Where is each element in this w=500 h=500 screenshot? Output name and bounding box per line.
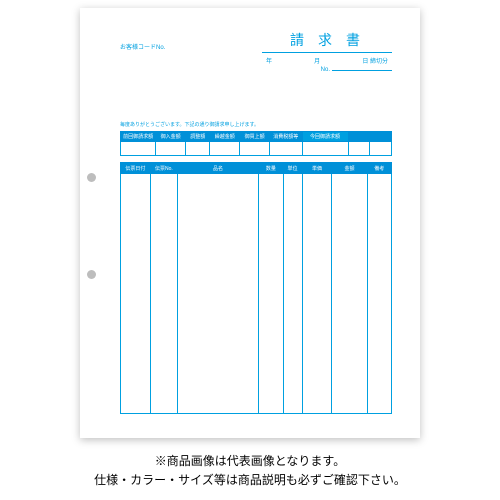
punch-hole-icon: [87, 270, 96, 279]
invoice-paper: お客様コードNo. 請求書 年 月 日 締切分 No. 毎度ありがとうございます…: [80, 8, 420, 438]
date-row: 年 月 日 締切分: [262, 56, 392, 65]
summary-cell: [370, 142, 392, 156]
summary-header: [370, 132, 392, 142]
form-title: 請求書: [262, 30, 392, 50]
detail-col: [177, 174, 258, 414]
detail-col: [283, 174, 302, 414]
greeting-text: 毎度ありがとうございます。下記の通り御請求申し上げます。: [120, 121, 392, 128]
title-underline: [262, 52, 392, 53]
summary-header: 繰越金額: [210, 132, 240, 142]
detail-header: 単価: [302, 163, 332, 174]
detail-header: 数量: [259, 163, 283, 174]
summary-header: 前回御請求額: [121, 132, 156, 142]
summary-cell: [210, 142, 240, 156]
date-day: 日 締切分: [362, 56, 388, 65]
customer-code-label: お客様コードNo.: [120, 42, 165, 51]
summary-cell-highlight: [302, 142, 348, 156]
summary-cell: [186, 142, 210, 156]
detail-col: [121, 174, 151, 414]
caption-line-1: ※商品画像は代表画像となります。: [94, 452, 406, 471]
detail-header: 備考: [367, 163, 391, 174]
detail-col: [332, 174, 367, 414]
summary-header: [348, 132, 370, 142]
summary-header-highlight: 今回御請求額: [302, 132, 348, 142]
summary-cell: [269, 142, 302, 156]
detail-header: 単位: [283, 163, 302, 174]
detail-col: [367, 174, 391, 414]
punch-hole-icon: [87, 173, 96, 182]
summary-header: 調整額: [186, 132, 210, 142]
summary-header: 御買上額: [240, 132, 270, 142]
detail-header: 伝票日付: [121, 163, 151, 174]
no-line: No.: [262, 67, 392, 73]
detail-header: 伝票No.: [150, 163, 177, 174]
summary-cell: [348, 142, 370, 156]
detail-header: 品名: [177, 163, 258, 174]
summary-cell: [240, 142, 270, 156]
detail-col: [259, 174, 283, 414]
title-block: 請求書 年 月 日 締切分 No.: [262, 30, 392, 73]
detail-table: 伝票日付 伝票No. 品名 数量 単位 単価 金額 備考: [120, 162, 392, 414]
caption-block: ※商品画像は代表画像となります。 仕様・カラー・サイズ等は商品説明も必ずご確認下…: [94, 452, 406, 490]
summary-header: 消費税額等: [269, 132, 302, 142]
no-label: No.: [321, 67, 330, 73]
detail-header: 金額: [332, 163, 367, 174]
caption-line-2: 仕様・カラー・サイズ等は商品説明も必ずご確認下さい。: [94, 471, 406, 490]
detail-col: [150, 174, 177, 414]
summary-header: 御入金額: [156, 132, 186, 142]
no-underline: [332, 70, 392, 71]
date-year: 年: [266, 56, 272, 65]
date-month: 月: [314, 56, 320, 65]
summary-cell: [156, 142, 186, 156]
summary-table: 前回御請求額 御入金額 調整額 繰越金額 御買上額 消費税額等 今回御請求額: [120, 131, 392, 156]
detail-col: [302, 174, 332, 414]
summary-cell: [121, 142, 156, 156]
form-header: お客様コードNo. 請求書 年 月 日 締切分 No.: [120, 30, 392, 73]
